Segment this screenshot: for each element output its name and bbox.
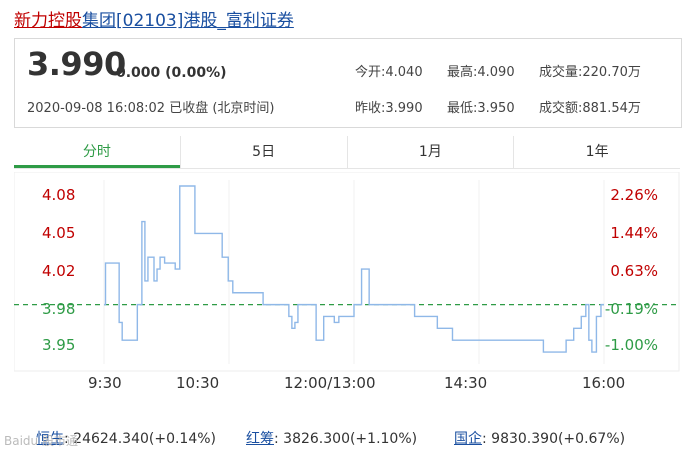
tab-1year[interactable]: 1年 [513, 136, 680, 168]
index-hsi-link[interactable]: 恒生 [36, 431, 64, 447]
intraday-chart [14, 172, 680, 372]
index-hscei: 国企: 9830.390(+0.67%) [454, 431, 626, 447]
x-label: 16:00 [582, 374, 626, 392]
chart-period-tabs: 分时 5日 1月 1年 [14, 136, 680, 169]
y-right-label: 2.26% [610, 186, 658, 204]
x-label: 9:30 [88, 374, 122, 392]
tab-1month[interactable]: 1月 [346, 136, 514, 168]
stock-title[interactable]: 新力控股集团[02103]港股_富利证券 [14, 6, 294, 31]
price-change: 0.000 (0.00%) [116, 65, 227, 81]
index-hsi: 恒生: 24624.340(+0.14%) [36, 431, 217, 447]
quote-time-status: 2020-09-08 16:08:02 已收盘 (北京时间) [27, 97, 275, 116]
stat-volume: 成交量:220.70万 [539, 65, 641, 80]
stat-high: 最高:4.090 [447, 65, 515, 80]
tab-5day[interactable]: 5日 [179, 136, 347, 168]
stat-low: 最低:3.950 [447, 101, 515, 116]
chart-frame [14, 172, 680, 372]
quote-panel: 3.990 0.000 (0.00%) 2020-09-08 16:08:02 … [14, 38, 682, 128]
x-label: 14:30 [444, 374, 488, 392]
y-left-label: 3.95 [42, 336, 76, 354]
stat-open: 今开:4.040 [355, 65, 423, 80]
index-redchip: 红筹: 3826.300(+1.10%) [246, 431, 418, 447]
y-right-label: 0.63% [610, 262, 658, 280]
index-hsi-value: 24624.340(+0.14%) [73, 431, 217, 447]
stat-turnover: 成交额:881.54万 [539, 101, 641, 116]
y-right-label: -1.00% [604, 336, 658, 354]
title-code-link[interactable]: 集团[02103]港股_富利证券 [82, 11, 294, 31]
y-left-label: 4.02 [42, 262, 76, 280]
quote-timestamp: 2020-09-08 16:08:02 [27, 101, 166, 116]
market-status: 已收盘 (北京时间) [169, 101, 275, 116]
last-price: 3.990 [27, 45, 126, 83]
index-redchip-link[interactable]: 红筹 [246, 431, 274, 447]
title-company-link[interactable]: 新力控股 [14, 11, 82, 31]
y-left-label: 4.05 [42, 224, 76, 242]
y-right-label: 1.44% [610, 224, 658, 242]
price-line [104, 185, 604, 353]
tab-intraday[interactable]: 分时 [14, 136, 180, 168]
index-hscei-link[interactable]: 国企 [454, 431, 482, 447]
watermark-logo: Baidu 股市通 [4, 434, 78, 448]
x-label: 10:30 [176, 374, 220, 392]
stat-prev-close: 昨收:3.990 [355, 101, 423, 116]
index-hscei-value: 9830.390(+0.67%) [491, 431, 626, 447]
x-label: 12:00/13:00 [284, 374, 376, 392]
index-redchip-value: 3826.300(+1.10%) [283, 431, 418, 447]
y-left-label: 3.98 [42, 300, 76, 318]
y-right-label: -0.19% [604, 300, 658, 318]
y-left-label: 4.08 [42, 186, 76, 204]
